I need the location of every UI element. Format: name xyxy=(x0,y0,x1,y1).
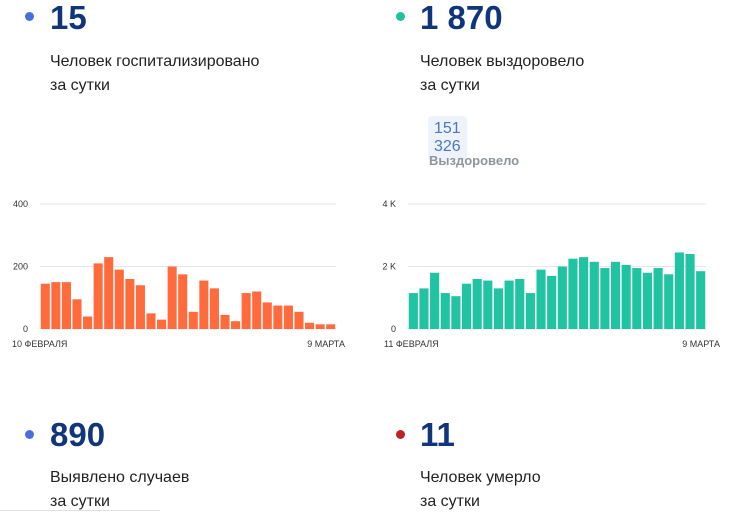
bar xyxy=(114,269,124,329)
blue-dot-icon xyxy=(25,12,34,21)
bar xyxy=(610,261,621,329)
total-recovered-badge: 151 326 xyxy=(428,116,467,160)
bar xyxy=(188,311,198,329)
bar xyxy=(547,275,557,329)
bar xyxy=(231,321,241,329)
divider xyxy=(0,510,160,511)
stat-label: Человек госпитализировано xyxy=(50,53,260,70)
bar xyxy=(40,283,50,329)
bar xyxy=(104,257,114,329)
bar xyxy=(167,266,177,329)
bar xyxy=(461,283,472,329)
bar xyxy=(146,313,156,329)
stat-label-period: за сутки xyxy=(420,493,480,510)
blue-dot-icon xyxy=(25,430,34,439)
total-recovered-label: Выздоровело xyxy=(429,153,520,168)
y-tick-label: 200 xyxy=(13,262,28,272)
bar xyxy=(451,296,461,329)
bar xyxy=(642,272,653,329)
bar xyxy=(483,280,493,329)
bar xyxy=(157,319,167,329)
bar xyxy=(525,293,535,329)
bar xyxy=(589,261,599,329)
bar xyxy=(430,272,440,329)
bar xyxy=(536,269,546,329)
bar xyxy=(664,274,674,329)
bar xyxy=(305,322,315,329)
bar xyxy=(685,254,695,329)
bar xyxy=(419,288,429,329)
bar xyxy=(294,311,304,329)
y-tick-label: 400 xyxy=(13,199,28,209)
stat-label: Выявлено случаев xyxy=(50,469,190,486)
bar xyxy=(621,264,631,329)
green-dot-icon xyxy=(396,12,405,21)
bar xyxy=(493,288,504,329)
bar xyxy=(93,263,103,329)
stat-label-period: за сутки xyxy=(50,493,110,510)
bar xyxy=(125,279,135,329)
bar xyxy=(472,279,482,329)
bar xyxy=(440,293,450,329)
bar xyxy=(283,305,293,329)
bar xyxy=(504,280,514,329)
bar xyxy=(61,282,71,329)
stat-label: Человек умерло xyxy=(420,469,541,486)
bar xyxy=(199,280,209,329)
stat-label: Человек выздоровело xyxy=(420,53,585,70)
bar xyxy=(51,282,61,329)
stat-value: 11 xyxy=(420,416,455,453)
x-start-label: 10 ФЕВРАЛЯ xyxy=(12,339,67,349)
bar xyxy=(515,279,525,329)
recovered-chart: 4 K 2 K 0 11 ФЕВРАЛЯ 9 МАРТА xyxy=(382,199,720,349)
stat-value: 890 xyxy=(50,416,106,453)
bar xyxy=(408,293,418,329)
y-tick-label: 4 K xyxy=(382,199,396,209)
stat-label-period: за сутки xyxy=(420,77,480,94)
red-dot-icon xyxy=(396,430,405,439)
bar xyxy=(600,268,610,329)
hospitalized-chart: 400 200 0 10 ФЕВРАЛЯ 9 МАРТА xyxy=(12,199,345,349)
x-end-label: 9 МАРТА xyxy=(307,339,345,349)
bar xyxy=(135,285,145,329)
bar xyxy=(326,324,336,329)
bar xyxy=(632,268,642,329)
stat-label-period: за сутки xyxy=(50,77,110,94)
bar xyxy=(674,252,684,329)
bar xyxy=(241,293,251,329)
bar xyxy=(568,258,578,329)
x-start-label: 11 ФЕВРАЛЯ xyxy=(384,339,439,349)
bar xyxy=(696,271,706,329)
bar xyxy=(252,291,262,329)
stat-value: 15 xyxy=(50,0,87,36)
bar xyxy=(220,314,230,329)
bar xyxy=(579,257,589,329)
bar xyxy=(178,274,188,329)
bar xyxy=(209,288,219,329)
y-tick-label: 0 xyxy=(23,324,28,334)
y-tick-label: 0 xyxy=(391,324,396,334)
bar xyxy=(557,266,567,329)
stat-value: 1 870 xyxy=(420,0,503,36)
bar xyxy=(653,268,663,329)
bar xyxy=(315,324,325,329)
y-tick-label: 2 K xyxy=(382,262,396,272)
x-end-label: 9 МАРТА xyxy=(682,339,720,349)
bar xyxy=(262,302,272,329)
bar xyxy=(72,299,82,329)
bar xyxy=(83,316,93,329)
bar xyxy=(273,305,283,329)
